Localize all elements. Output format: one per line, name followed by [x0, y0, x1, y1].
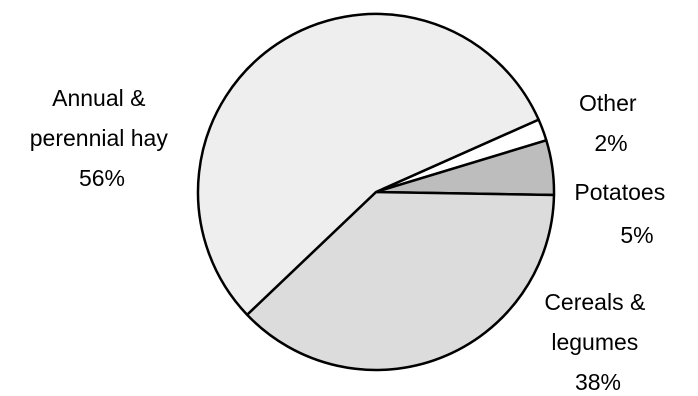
slice-hay: [196, 12, 540, 317]
label-cereals-line2: legumes: [551, 329, 638, 355]
label-other: Other 2%: [579, 90, 643, 156]
slice-labels: Other 2% Potatoes 5% Cereals & legumes 3…: [30, 85, 671, 395]
label-cereals-value: 38%: [575, 369, 621, 395]
slice-cereals: [245, 190, 556, 372]
label-hay: Annual & perennial hay 56%: [30, 85, 175, 191]
label-potatoes-line1: Potatoes: [574, 179, 665, 205]
label-other-line1: Other: [579, 90, 637, 116]
label-other-value: 2%: [594, 130, 627, 156]
label-cereals-line1: Cereals &: [544, 289, 645, 315]
label-hay-line1: Annual &: [52, 85, 145, 111]
label-hay-line2: perennial hay: [30, 125, 169, 151]
label-potatoes: Potatoes 5%: [574, 179, 671, 248]
label-cereals: Cereals & legumes 38%: [544, 289, 651, 395]
label-potatoes-value: 5%: [620, 222, 653, 248]
label-hay-value: 56%: [79, 165, 125, 191]
pie-slices: [196, 12, 556, 372]
